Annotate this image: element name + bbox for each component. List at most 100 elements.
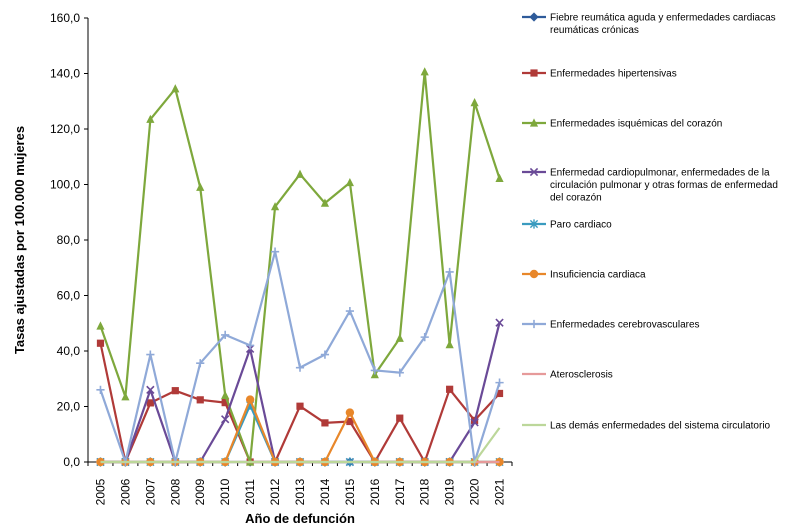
legend-label: Fiebre reumática aguda y enfermedades ca… <box>550 13 776 37</box>
data-point <box>270 202 280 211</box>
data-point <box>320 350 330 359</box>
x-tick-label: 2005 <box>93 478 107 505</box>
legend-label: Las demás enfermedades del sistema circu… <box>550 421 771 432</box>
x-tick-label: 2007 <box>143 478 157 505</box>
series-line <box>100 322 501 464</box>
data-point <box>295 363 305 372</box>
legend-label-line: del corazón <box>550 193 602 204</box>
x-tick-label: 2011 <box>243 479 257 505</box>
legend-label: Enfermedades hipertensivas <box>550 69 677 80</box>
legend-label-line: Enfermedad cardiopulmonar, enfermedades … <box>550 168 770 179</box>
legend-swatch-marker <box>529 319 539 329</box>
x-tick-label: 2008 <box>168 478 182 505</box>
data-point <box>420 67 429 76</box>
legend-label-line: Insuficiencia cardiaca <box>550 270 646 281</box>
legend-swatch-marker <box>529 12 539 22</box>
data-point <box>96 385 105 394</box>
data-point <box>196 359 205 368</box>
x-tick-label: 2012 <box>268 478 282 505</box>
series-line <box>99 342 501 464</box>
y-tick-label: 80,0 <box>57 233 81 247</box>
x-tick-label: 2021 <box>493 478 507 505</box>
data-point <box>320 198 330 207</box>
legend-label-line: reumáticas crónicas <box>550 25 639 36</box>
data-point <box>370 366 379 375</box>
legend-label-line: Enfermedades cerebrovasculares <box>550 320 700 331</box>
y-tick-label: 140,0 <box>50 67 80 81</box>
legend-label-line: Aterosclerosis <box>550 370 613 381</box>
data-point <box>196 182 205 191</box>
legend-label-line: Fiebre reumática aguda y enfermedades ca… <box>550 13 776 24</box>
legend: Fiebre reumática aguda y enfermedades ca… <box>522 12 778 432</box>
data-point <box>446 385 454 393</box>
x-tick-label: 2020 <box>468 478 482 505</box>
data-point <box>345 177 354 187</box>
x-tick-label: 2019 <box>443 478 457 505</box>
data-point <box>221 399 229 407</box>
x-tick-label: 2017 <box>393 478 407 505</box>
x-axis-title: Año de defunción <box>245 511 355 526</box>
legend-item-3: Enfermedades isquémicas del corazón <box>522 118 722 130</box>
data-point <box>395 333 404 342</box>
data-point <box>221 390 230 399</box>
y-tick-label: 120,0 <box>50 122 80 136</box>
data-point <box>395 368 404 377</box>
data-point <box>420 333 429 342</box>
legend-label: Enfermedades cerebrovasculares <box>550 320 700 331</box>
legend-label-line: Paro cardiaco <box>550 220 612 231</box>
legend-swatch-marker <box>529 269 539 279</box>
data-point <box>495 173 504 182</box>
legend-item-6: Insuficiencia cardiaca <box>522 270 646 281</box>
legend-swatch-marker <box>529 167 539 177</box>
series-layer <box>95 67 505 467</box>
data-point <box>171 387 179 395</box>
data-point <box>495 389 504 398</box>
series-line <box>100 404 500 464</box>
y-axis-title: Tasas ajustadas por 100.000 mujeres <box>12 126 27 354</box>
data-point <box>445 340 454 349</box>
legend-item-7: Enfermedades cerebrovasculares <box>522 320 700 331</box>
data-point <box>295 169 305 178</box>
data-point <box>196 396 204 404</box>
data-point <box>495 378 504 387</box>
data-point <box>445 267 454 277</box>
data-point <box>121 392 130 401</box>
data-point <box>245 395 255 404</box>
x-tick-label: 2016 <box>368 478 382 505</box>
data-point <box>146 399 154 407</box>
legend-item-1: Fiebre reumática aguda y enfermedades ca… <box>522 12 776 36</box>
y-tick-label: 60,0 <box>57 289 81 303</box>
data-point <box>346 417 354 426</box>
legend-swatch-marker <box>529 118 539 127</box>
legend-label: Enfermedad cardiopulmonar, enfermedades … <box>550 168 778 204</box>
legend-swatch-marker <box>529 219 539 229</box>
data-point <box>396 414 404 422</box>
data-point <box>345 306 354 316</box>
series-4 <box>96 318 504 467</box>
series-7 <box>96 247 504 467</box>
y-tick-label: 20,0 <box>57 400 81 414</box>
legend-label-line: Las demás enfermedades del sistema circu… <box>550 421 771 432</box>
data-point <box>270 247 280 256</box>
data-point <box>470 418 479 427</box>
data-point <box>221 415 230 424</box>
data-point <box>246 341 255 350</box>
legend-item-4: Enfermedad cardiopulmonar, enfermedades … <box>522 168 778 204</box>
x-tick-label: 2006 <box>118 478 132 505</box>
series-9 <box>100 427 501 464</box>
legend-swatch-marker <box>530 69 538 77</box>
legend-item-9: Las demás enfermedades del sistema circu… <box>522 421 771 432</box>
series-line <box>99 250 501 464</box>
x-tick-label: 2013 <box>293 478 307 505</box>
data-point <box>321 419 329 427</box>
data-point <box>221 330 230 340</box>
series-2 <box>96 339 504 466</box>
legend-item-2: Enfermedades hipertensivas <box>522 69 677 80</box>
y-tick-label: 100,0 <box>50 178 80 192</box>
legend-label: Insuficiencia cardiaca <box>550 270 646 281</box>
x-tick-label: 2010 <box>218 478 232 505</box>
data-point <box>96 339 105 347</box>
legend-label: Paro cardiaco <box>550 220 612 231</box>
series-3 <box>96 67 504 466</box>
